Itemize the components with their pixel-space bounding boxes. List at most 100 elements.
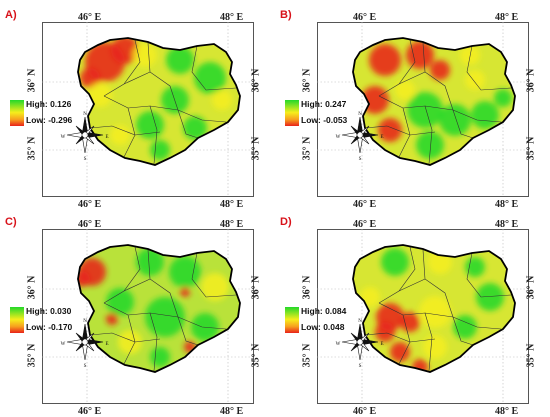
value-zone [378, 118, 402, 142]
compass-letter-n: N [358, 319, 362, 324]
compass-letter-n: N [83, 112, 87, 117]
value-zone [136, 111, 164, 139]
value-zone [369, 44, 401, 76]
latitude-label: 35° N [301, 343, 313, 368]
longitude-label: 48° E [495, 12, 519, 23]
longitude-label: 46° E [353, 12, 377, 23]
longitude-label: 46° E [353, 219, 377, 230]
value-zone [419, 296, 451, 328]
district-boundary [466, 45, 512, 91]
district-boundary [452, 316, 474, 346]
district-boundary [378, 95, 502, 123]
latitude-label: 36° N [250, 275, 262, 300]
district-boundary [378, 39, 416, 97]
compass-letter-n: N [358, 112, 362, 117]
district-boundary [147, 249, 179, 318]
district-boundary [123, 278, 151, 292]
legend-color-ramp [10, 307, 24, 333]
latitude-label: 36° N [301, 68, 313, 93]
latitude-label: 35° N [301, 136, 313, 161]
compass-letter-n: N [83, 319, 87, 324]
value-zone [136, 248, 164, 276]
district-boundary [364, 125, 436, 136]
district-boundary [89, 332, 161, 343]
latitude-label: 35° N [26, 136, 38, 161]
value-zone [428, 250, 452, 274]
latitude-label: 35° N [26, 343, 38, 368]
legend-low-label: Low: 0.048 [301, 322, 345, 332]
latitude-label: 35° N [525, 343, 537, 368]
longitude-label: 46° E [78, 12, 102, 23]
value-zone [106, 313, 118, 325]
panel-label: A) [5, 9, 17, 21]
province-map: N S W E [317, 229, 529, 404]
longitude-label: 46° E [353, 199, 377, 210]
north-arrow-icon: N S W E [61, 112, 109, 162]
province-boundary [77, 37, 241, 166]
value-zone [166, 46, 194, 74]
value-zone [169, 256, 201, 288]
value-zone [416, 131, 444, 159]
district-boundary [149, 312, 158, 372]
legend-low-label: Low: -0.296 [26, 115, 73, 125]
value-zone [161, 86, 189, 114]
value-zone [145, 297, 185, 337]
value-zone [80, 68, 100, 88]
district-boundary [364, 332, 436, 343]
district-boundary [422, 249, 454, 318]
latitude-label: 35° N [250, 136, 262, 161]
province-boundary [352, 37, 516, 166]
longitude-label: 48° E [495, 219, 519, 230]
district-boundary [103, 302, 227, 330]
legend: High: 0.126 Low: -0.296 [10, 99, 76, 126]
district-boundary [398, 71, 426, 85]
value-zone [465, 70, 485, 90]
district-boundary [147, 42, 179, 111]
latitude-label: 36° N [26, 275, 38, 300]
district-boundary [191, 252, 237, 298]
value-zone [381, 248, 409, 276]
value-zone [106, 288, 134, 316]
value-zone [183, 116, 207, 140]
district-boundary [466, 252, 512, 298]
value-zone [78, 271, 90, 287]
province-map: N S W E [317, 22, 529, 197]
longitude-label: 46° E [78, 199, 102, 210]
value-zone [375, 322, 395, 342]
province-boundary [77, 244, 241, 373]
north-arrow-icon: N S W E [336, 319, 384, 369]
legend-high-label: High: 0.030 [26, 306, 72, 316]
district-boundary [398, 278, 426, 292]
district-boundary [89, 125, 161, 136]
district-boundary [191, 45, 237, 91]
latitude-label: 35° N [525, 136, 537, 161]
value-zone [471, 101, 499, 129]
map-panel-c: N S W E C) 46° E 48° E 46° E 48° E 36° N 35° N 36° … [0, 207, 275, 417]
compass-letter-s: S [84, 364, 87, 369]
legend: High: 0.030 Low: -0.170 [10, 306, 76, 333]
north-arrow-icon: N S W E [336, 112, 384, 162]
value-zone [150, 347, 170, 367]
value-zone [439, 104, 471, 136]
compass-letter-w: W [61, 135, 66, 140]
longitude-label: 46° E [78, 406, 102, 417]
value-zone [194, 62, 226, 94]
district-boundary [424, 312, 433, 372]
value-zone [360, 287, 380, 307]
compass-letter-w: W [61, 342, 66, 347]
longitude-label: 48° E [220, 406, 244, 417]
map-frame [317, 22, 529, 197]
compass-letter-s: S [359, 157, 362, 162]
map-frame [42, 22, 254, 197]
district-boundary [422, 42, 454, 111]
value-zone [110, 125, 130, 145]
compass-letter-e: E [105, 135, 108, 140]
district-boundary [103, 95, 227, 123]
compass-letter-e: E [105, 342, 108, 347]
latitude-label: 36° N [301, 275, 313, 300]
district-boundary [452, 109, 474, 139]
value-zone [494, 89, 512, 107]
compass-letter-w: W [336, 135, 341, 140]
map-panel-d: N S W E D) 46° E 48° E 46° E 48° E 36° N 35° N 36° … [275, 207, 550, 417]
longitude-label: 48° E [495, 199, 519, 210]
